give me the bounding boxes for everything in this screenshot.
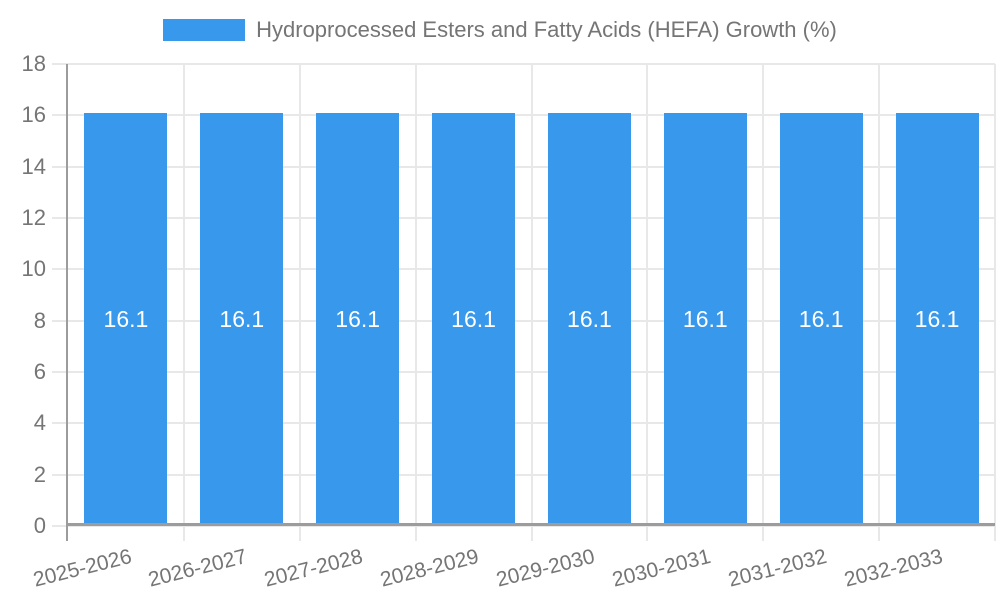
legend-color-swatch [163,19,246,41]
y-axis-tick-label: 10 [21,256,46,282]
y-gridline [52,422,995,425]
legend-label: Hydroprocessed Esters and Fatty Acids (H… [256,17,837,42]
y-axis-tick-label: 6 [33,359,46,384]
y-axis-tick-label: 0 [33,513,46,538]
bar-value-label: 16.1 [567,305,612,332]
x-gridline [762,64,765,541]
x-axis-tick-label: 2028-2029 [378,545,482,592]
x-gridline [298,64,301,541]
y-axis-line [66,64,68,541]
y-axis-tick-label: 4 [33,410,46,436]
bar: 16.1 [200,112,284,526]
bar: 16.1 [663,112,747,526]
bar-value-label: 16.1 [798,305,844,332]
y-axis-tick-label: 14 [21,153,46,179]
bar-value-label: 16.1 [219,305,265,332]
y-gridline [52,165,995,168]
y-axis-tick-label: 12 [21,205,46,230]
x-axis-tick-label: 2029-2030 [493,545,598,592]
x-axis-tick-label: 2032-2033 [841,545,945,592]
bar: 16.1 [547,112,631,526]
y-axis-tick-label: 18 [21,51,46,76]
bar: 16.1 [779,112,863,526]
bar-value-label: 16.1 [451,305,496,332]
bar-value-label: 16.1 [914,305,960,332]
x-gridline [530,64,533,541]
x-axis-tick-label: 2026-2027 [146,545,250,592]
x-axis-tick-label: 2027-2028 [262,545,366,592]
y-axis-tick-label: 16 [21,102,46,128]
y-gridline [52,371,995,373]
y-axis-tick-label: 8 [33,307,46,333]
x-gridline [182,64,185,541]
y-axis-tick-label: 2 [33,461,46,487]
bar-value-label: 16.1 [335,305,381,332]
bar-value-label: 16.1 [682,305,728,332]
y-gridline [52,319,995,322]
y-gridline [52,473,995,476]
bar: 16.1 [895,112,979,526]
y-gridline [52,217,995,219]
bar: 16.1 [316,112,400,526]
y-gridline [52,63,995,65]
legend-item[interactable]: Hydroprocessed Esters and Fatty Acids (H… [0,17,1000,43]
x-axis-tick-label: 2030-2031 [609,545,713,592]
x-gridline [646,64,649,541]
x-axis-tick-label: 2031-2032 [725,545,829,592]
x-axis-line [68,523,995,526]
bar: 16.1 [84,112,168,526]
y-gridline [52,525,995,527]
bar-value-label: 16.1 [103,305,149,332]
x-gridline [994,64,996,541]
bar: 16.1 [432,112,516,526]
plot-area: 0 2 4 6 8 10 12 14 16 18 16.1 16.1 16.1 16.1 16.1 16.1 1… [22,51,996,592]
x-gridline [878,64,881,541]
x-axis-tick-label: 2025-2026 [30,545,134,592]
y-gridline [52,114,995,117]
x-gridline [414,64,417,541]
y-gridline [52,268,995,271]
